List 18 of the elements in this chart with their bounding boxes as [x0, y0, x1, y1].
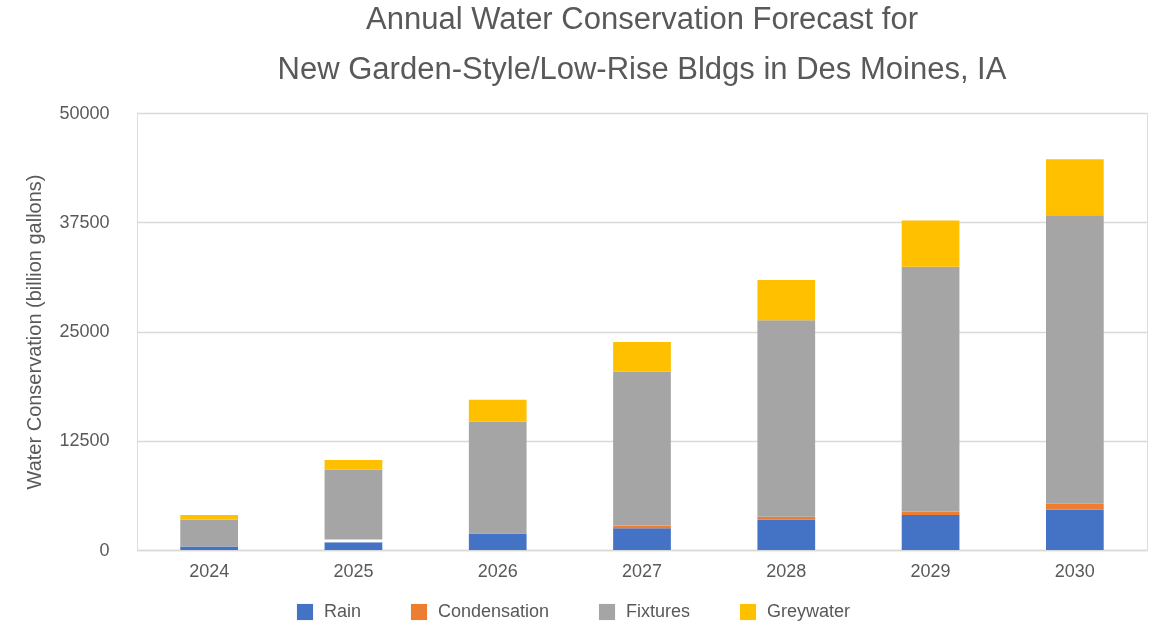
x-tick-label: 2027: [621, 560, 663, 581]
legend-label: Fixtures: [626, 601, 691, 621]
x-tick-label: 2028: [766, 560, 807, 581]
x-tick-label: 2030: [1054, 560, 1095, 581]
y-tick-label: 12500: [59, 430, 110, 451]
legend-label: Greywater: [767, 601, 851, 621]
legend-label: Condensation: [438, 601, 550, 621]
y-tick-label: 0: [99, 539, 110, 560]
y-tick-label: 25000: [59, 321, 110, 341]
x-tick-label: 2025: [333, 560, 374, 581]
x-tick-label: 2026: [477, 560, 518, 581]
x-tick-label: 2029: [910, 560, 951, 581]
x-tick-label: 2024: [189, 560, 230, 581]
legend-label: Rain: [324, 601, 362, 621]
y-tick-label: 37500: [59, 211, 110, 232]
chart-title: Annual Water Conservation Forecast for New Garden-Style/Low-Rise Bldgs in Des Moines, IA: [277, 1, 1007, 86]
y-tick-label: 50000: [59, 102, 110, 123]
y-axis-title: Water Conservation (billion gallons): [23, 174, 46, 490]
